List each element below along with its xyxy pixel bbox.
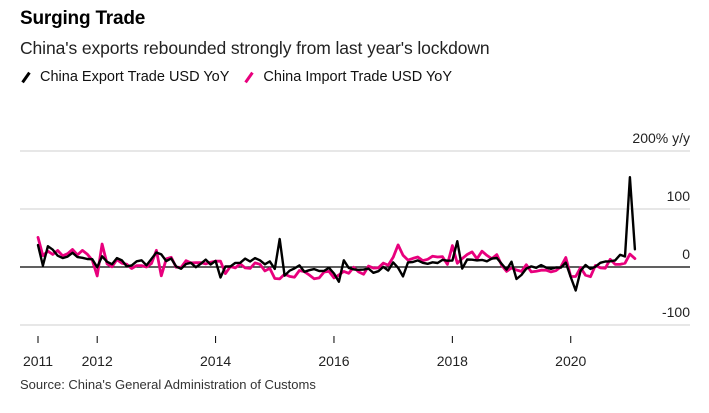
gridlines xyxy=(20,150,690,326)
x-tick-label: 2016 xyxy=(318,353,349,369)
series-line-export xyxy=(36,175,637,292)
y-tick-label: 0 xyxy=(682,246,690,262)
y-axis-ticks: 200% y/y 100 0 -100 xyxy=(632,130,690,320)
source-note: Source: China's General Administration o… xyxy=(20,377,316,392)
legend-item-export: China Export Trade USD YoY xyxy=(20,69,229,85)
chart-subtitle: China's exports rebounded strongly from … xyxy=(20,38,490,58)
x-tick-label: 2014 xyxy=(200,353,231,369)
legend-label-import: China Import Trade USD YoY xyxy=(263,69,453,85)
x-axis-ticks: 2011 2012 2014 2016 2018 2020 xyxy=(23,336,587,369)
y-tick-label: 200% y/y xyxy=(632,130,690,146)
y-tick-label: 100 xyxy=(667,188,691,204)
x-tick-label: 2020 xyxy=(555,353,586,369)
legend-label-export: China Export Trade USD YoY xyxy=(40,69,230,85)
x-tick-label: 2012 xyxy=(82,353,113,369)
y-tick-label: -100 xyxy=(662,304,690,320)
chart-title: Surging Trade xyxy=(20,8,146,29)
x-tick-label: 2018 xyxy=(437,353,468,369)
chart-legend: China Export Trade USD YoY China Import … xyxy=(20,69,466,85)
series-layer xyxy=(36,175,637,292)
legend-item-import: China Import Trade USD YoY xyxy=(243,69,452,85)
x-tick-label: 2011 xyxy=(23,353,53,369)
series-line-import xyxy=(36,235,637,281)
